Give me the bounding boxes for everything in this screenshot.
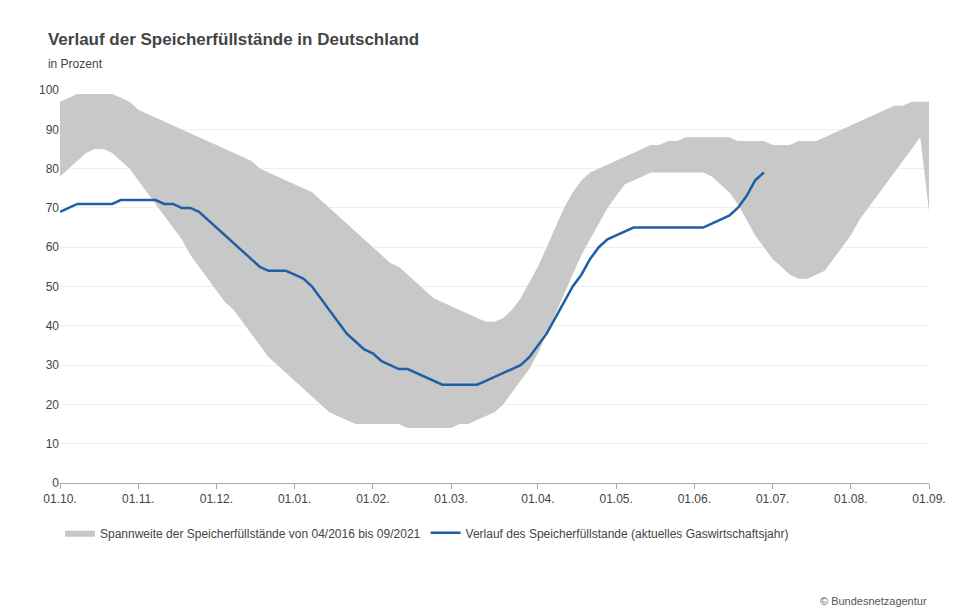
svg-text:100: 100: [39, 83, 59, 97]
svg-text:01.10.: 01.10.: [43, 492, 76, 506]
svg-text:© Bundesnetzagentur: © Bundesnetzagentur: [820, 595, 927, 607]
svg-text:in Prozent: in Prozent: [48, 57, 103, 71]
svg-text:40: 40: [46, 319, 60, 333]
svg-text:80: 80: [46, 162, 60, 176]
svg-text:01.07.: 01.07.: [756, 492, 789, 506]
svg-text:0: 0: [52, 476, 59, 490]
svg-text:Verlauf des Speicherfüllstande: Verlauf des Speicherfüllstande (aktuelle…: [466, 527, 789, 541]
svg-text:Spannweite der Speicherfüllstä: Spannweite der Speicherfüllstände von 04…: [100, 527, 421, 541]
svg-text:01.06.: 01.06.: [678, 492, 711, 506]
svg-text:01.05.: 01.05.: [599, 492, 632, 506]
svg-text:01.12.: 01.12.: [200, 492, 233, 506]
svg-text:01.01.: 01.01.: [278, 492, 311, 506]
svg-text:01.09.: 01.09.: [912, 492, 945, 506]
svg-text:50: 50: [46, 280, 60, 294]
svg-text:01.08.: 01.08.: [834, 492, 867, 506]
svg-text:90: 90: [46, 123, 60, 137]
svg-text:01.11.: 01.11.: [122, 492, 154, 506]
svg-text:70: 70: [46, 201, 60, 215]
svg-text:30: 30: [46, 358, 60, 372]
svg-text:60: 60: [46, 240, 60, 254]
svg-text:01.03.: 01.03.: [434, 492, 467, 506]
svg-text:Verlauf der Speicherfüllstände: Verlauf der Speicherfüllstände in Deutsc…: [48, 30, 419, 49]
svg-text:20: 20: [46, 398, 60, 412]
svg-text:10: 10: [46, 437, 60, 451]
svg-text:01.04.: 01.04.: [521, 492, 554, 506]
svg-text:01.02.: 01.02.: [356, 492, 389, 506]
